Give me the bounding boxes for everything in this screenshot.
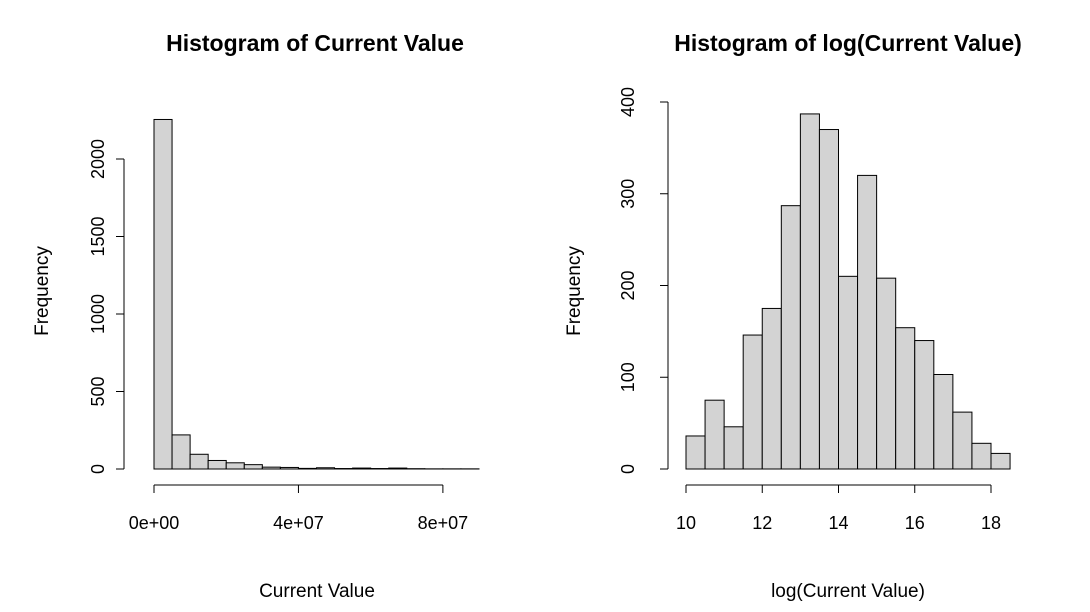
histogram-bar [389,468,407,469]
histogram-bar [953,412,972,469]
histogram-bar [298,468,316,469]
histogram-bar [244,465,262,469]
histogram-bar [686,436,705,469]
y-tick-label: 2000 [88,139,108,179]
histogram-bar [781,206,800,469]
histogram-bar [896,328,915,469]
chart-title-log-current-value: Histogram of log(Current Value) [674,30,1022,56]
x-axis-current-value: 0e+00 4e+07 8e+07 [129,485,468,533]
histogram-bar [858,175,877,469]
histogram-current-value-panel: Histogram of Current Value Current Value… [32,30,479,602]
chart-title-current-value: Histogram of Current Value [166,30,464,56]
bars-log-current-value [686,114,1010,469]
histogram-bar [280,467,298,469]
histogram-bar [743,335,762,469]
x-axis-label-log-current-value: log(Current Value) [771,581,925,602]
x-axis-label-current-value: Current Value [259,581,375,602]
histogram-bar [972,443,991,469]
x-tick-label: 14 [828,513,848,533]
bars-current-value [154,119,479,469]
histogram-bar [353,468,371,469]
histogram-bar [172,435,190,469]
x-tick-label: 0e+00 [129,513,180,533]
y-axis-frequency-right: 0 100 200 300 400 [618,87,668,474]
histogram-log-current-value-panel: Histogram of log(Current Value) log(Curr… [564,30,1022,602]
histogram-bar [915,341,934,469]
y-tick-label: 0 [618,464,638,474]
histogram-bar [819,130,838,469]
histogram-bar [190,454,208,469]
histogram-bar [877,278,896,469]
x-tick-label: 4e+07 [273,513,324,533]
histogram-bar [317,468,335,469]
y-tick-label: 300 [618,179,638,209]
histogram-bar [839,276,858,469]
histogram-bar [154,119,172,469]
y-tick-label: 1000 [88,294,108,334]
y-tick-label: 1500 [88,216,108,256]
x-axis-log-current-value: 10 12 14 16 18 [676,485,1001,533]
histogram-bar [800,114,819,469]
x-tick-label: 10 [676,513,696,533]
y-axis-label-frequency-left: Frequency [32,246,53,336]
histogram-bar [762,308,781,469]
histogram-bar [226,463,244,469]
histogram-bar [262,467,280,469]
histogram-bar [991,453,1010,469]
y-tick-label: 200 [618,270,638,300]
histogram-bar [934,374,953,469]
x-tick-label: 8e+07 [418,513,469,533]
y-axis-frequency-left: 0 500 1000 1500 2000 [88,139,124,474]
y-tick-label: 100 [618,362,638,392]
histogram-bar [724,427,743,469]
y-tick-label: 0 [88,464,108,474]
histogram-bar [705,400,724,469]
x-tick-label: 12 [752,513,772,533]
y-tick-label: 400 [618,87,638,117]
y-tick-label: 500 [88,376,108,406]
histogram-bar [208,460,226,469]
x-tick-label: 18 [981,513,1001,533]
y-axis-label-frequency-right: Frequency [564,246,585,336]
x-tick-label: 16 [905,513,925,533]
